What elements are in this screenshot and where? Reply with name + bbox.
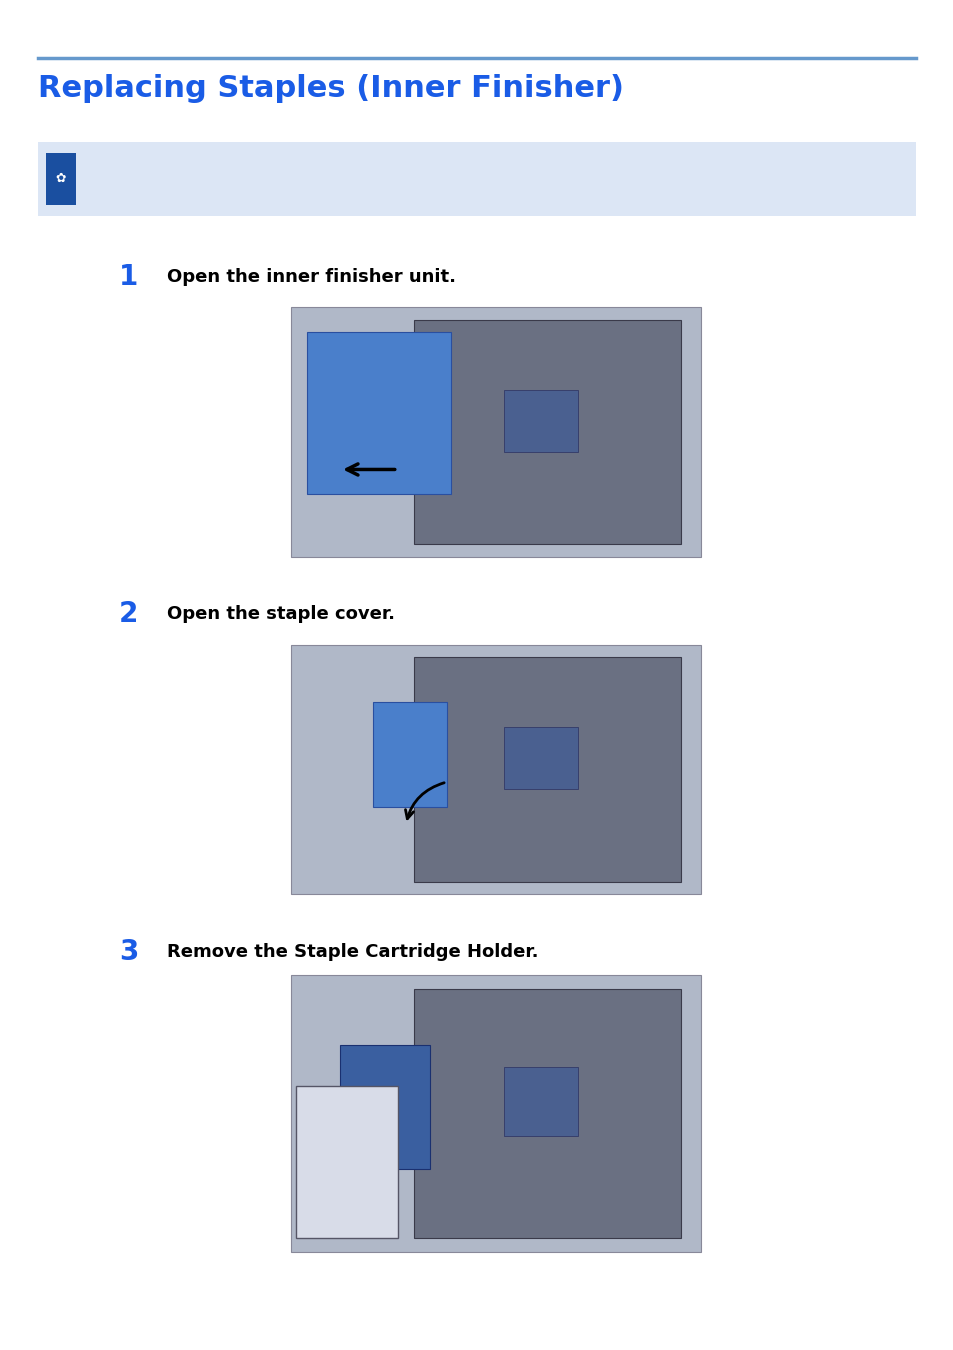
Text: Replacing Staples (Inner Finisher): Replacing Staples (Inner Finisher) xyxy=(38,74,623,103)
FancyBboxPatch shape xyxy=(291,975,700,1253)
Text: Remove the Staple Cartridge Holder.: Remove the Staple Cartridge Holder. xyxy=(167,942,537,961)
Text: Open the inner finisher unit.: Open the inner finisher unit. xyxy=(167,267,456,286)
FancyBboxPatch shape xyxy=(38,142,915,216)
FancyBboxPatch shape xyxy=(414,990,680,1238)
Text: 2: 2 xyxy=(119,601,138,628)
FancyBboxPatch shape xyxy=(504,390,578,452)
FancyBboxPatch shape xyxy=(373,702,446,807)
Text: Open the staple cover.: Open the staple cover. xyxy=(167,605,395,624)
FancyBboxPatch shape xyxy=(291,645,700,894)
FancyBboxPatch shape xyxy=(291,308,700,556)
Text: 3: 3 xyxy=(119,938,138,965)
FancyBboxPatch shape xyxy=(414,320,680,544)
FancyBboxPatch shape xyxy=(504,1066,578,1135)
Text: 1: 1 xyxy=(119,263,138,290)
FancyBboxPatch shape xyxy=(504,728,578,790)
Text: ✿: ✿ xyxy=(55,173,67,185)
FancyBboxPatch shape xyxy=(307,332,451,494)
FancyBboxPatch shape xyxy=(414,657,680,882)
FancyBboxPatch shape xyxy=(340,1045,430,1169)
FancyBboxPatch shape xyxy=(295,1085,398,1238)
FancyBboxPatch shape xyxy=(46,153,76,205)
